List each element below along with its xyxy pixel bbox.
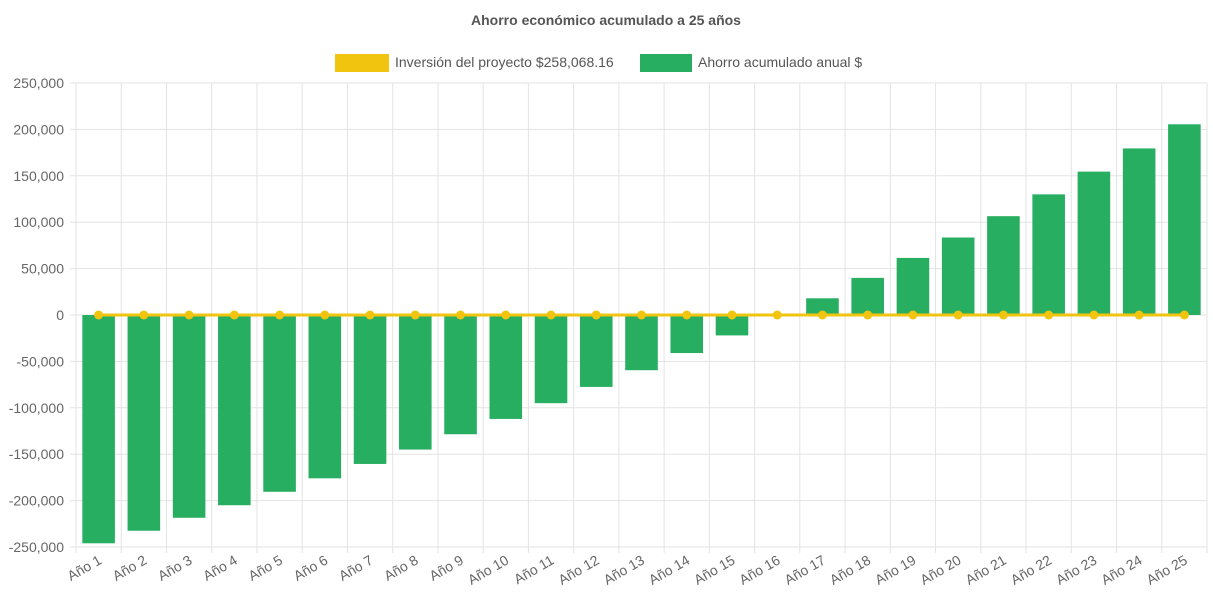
y-tick-label: 0 (56, 307, 64, 323)
bar[interactable] (399, 315, 432, 450)
legend-label-inversion: Inversión del proyecto $258,068.16 (395, 54, 614, 70)
x-tick-label: Año 13 (601, 552, 648, 588)
line-point[interactable] (456, 310, 466, 320)
line-point[interactable] (139, 310, 149, 320)
line-point[interactable] (94, 310, 104, 320)
y-tick-label: -100,000 (9, 400, 64, 416)
line-point[interactable] (591, 310, 601, 320)
bar[interactable] (987, 216, 1020, 315)
line-point[interactable] (546, 310, 556, 320)
x-tick-label: Año 17 (782, 552, 829, 588)
bar[interactable] (625, 315, 658, 371)
line-point[interactable] (727, 310, 737, 320)
x-tick-label: Año 18 (827, 552, 874, 588)
line-point[interactable] (229, 310, 239, 320)
line-point[interactable] (275, 310, 285, 320)
line-point[interactable] (908, 310, 918, 320)
legend-label-ahorro: Ahorro acumulado anual $ (698, 54, 862, 70)
bar[interactable] (82, 315, 115, 544)
x-tick-label: Año 3 (155, 552, 195, 584)
bar[interactable] (534, 315, 568, 404)
line-point[interactable] (1134, 310, 1144, 320)
line-series (94, 310, 1189, 320)
x-tick-label: Año 19 (872, 552, 919, 588)
legend-item-inversion[interactable]: Inversión del proyecto $258,068.16 (335, 54, 614, 72)
line-point[interactable] (320, 310, 330, 320)
legend-item-ahorro[interactable]: Ahorro acumulado anual $ (640, 54, 862, 72)
bar[interactable] (579, 315, 613, 387)
bar[interactable] (127, 315, 161, 531)
bar[interactable] (670, 315, 704, 354)
x-tick-label: Año 10 (465, 552, 512, 588)
bar[interactable] (851, 277, 884, 315)
line-point[interactable] (817, 310, 827, 320)
y-axis: 250,000 200,000 150,000 100,000 50,000 0 -50,0… (9, 75, 64, 555)
line-point[interactable] (1044, 310, 1054, 320)
x-tick-label: Año 15 (691, 552, 738, 588)
legend-swatch-inversion (335, 54, 389, 72)
y-tick-label: 50,000 (21, 261, 64, 277)
y-tick-label: -50,000 (17, 353, 65, 369)
y-tick-label: 150,000 (13, 168, 64, 184)
line-point[interactable] (1089, 310, 1099, 320)
line-point[interactable] (365, 310, 375, 320)
legend: Inversión del proyecto $258,068.16 Ahorr… (335, 54, 862, 72)
y-tick-label: -250,000 (9, 539, 64, 555)
bar[interactable] (806, 298, 839, 315)
x-tick-label: Año 1 (64, 552, 104, 584)
x-tick-label: Año 23 (1053, 552, 1100, 588)
bar[interactable] (1168, 124, 1201, 316)
line-point[interactable] (184, 310, 194, 320)
bar[interactable] (353, 315, 387, 464)
line-point[interactable] (410, 310, 420, 320)
x-tick-label: Año 11 (511, 552, 557, 588)
x-tick-label: Año 20 (917, 552, 964, 588)
x-axis: Año 1 Año 2 Año 3 Año 4 Año 5 Año 6 Año 7 Año 8… (64, 552, 1190, 588)
y-tick-label: -150,000 (9, 446, 64, 462)
bar[interactable] (263, 315, 296, 492)
line-point[interactable] (501, 310, 511, 320)
line-point[interactable] (682, 310, 692, 320)
x-tick-label: Año 21 (962, 552, 1009, 588)
line-point[interactable] (637, 310, 646, 320)
x-tick-label: Año 2 (110, 552, 150, 584)
x-tick-label: Año 4 (200, 552, 240, 584)
x-tick-label: Año 24 (1098, 552, 1145, 588)
x-tick-label: Año 14 (646, 552, 693, 588)
x-tick-label: Año 6 (291, 552, 331, 584)
line-point[interactable] (1179, 310, 1189, 320)
line-point[interactable] (772, 310, 782, 320)
chart-title: Ahorro económico acumulado a 25 años (471, 12, 741, 28)
x-tick-label: Año 22 (1008, 552, 1055, 588)
x-tick-label: Año 5 (245, 552, 285, 584)
line-point[interactable] (998, 310, 1008, 320)
bar[interactable] (444, 315, 477, 435)
x-tick-label: Año 25 (1143, 552, 1190, 588)
legend-swatch-ahorro (640, 54, 692, 72)
line-point[interactable] (953, 310, 963, 320)
bar[interactable] (1077, 171, 1111, 315)
bar[interactable] (941, 237, 975, 315)
line-point[interactable] (863, 310, 873, 320)
y-tick-label: 250,000 (13, 75, 64, 91)
bar[interactable] (489, 315, 523, 419)
x-tick-label: Año 8 (381, 552, 421, 584)
y-tick-label: -200,000 (9, 493, 64, 509)
bar[interactable] (1032, 194, 1065, 315)
y-tick-label: 200,000 (13, 121, 64, 137)
bar[interactable] (896, 257, 930, 315)
bar[interactable] (308, 315, 342, 479)
bar[interactable] (1122, 148, 1156, 315)
bar[interactable] (218, 315, 251, 506)
x-tick-label: Año 9 (426, 552, 466, 584)
bar-series (82, 124, 1201, 544)
bar[interactable] (715, 315, 749, 336)
x-tick-label: Año 12 (555, 552, 602, 588)
y-tick-label: 100,000 (13, 214, 64, 230)
x-tick-label: Año 16 (736, 552, 783, 588)
x-tick-label: Año 7 (336, 552, 376, 584)
bar[interactable] (172, 315, 206, 518)
